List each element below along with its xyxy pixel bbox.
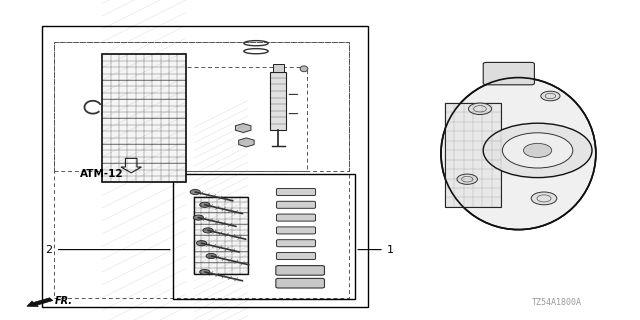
FancyBboxPatch shape	[276, 227, 316, 234]
Circle shape	[502, 133, 573, 168]
FancyArrow shape	[121, 158, 141, 173]
Text: FR.: FR.	[54, 296, 72, 306]
FancyBboxPatch shape	[276, 201, 316, 208]
Circle shape	[200, 202, 210, 207]
Circle shape	[531, 192, 557, 205]
Circle shape	[457, 174, 477, 184]
Circle shape	[196, 241, 207, 246]
Bar	[445, 103, 501, 207]
FancyBboxPatch shape	[276, 188, 316, 196]
Circle shape	[524, 143, 552, 157]
Bar	[54, 42, 349, 171]
Bar	[173, 174, 355, 299]
Bar	[193, 197, 248, 274]
Bar	[102, 54, 186, 182]
FancyBboxPatch shape	[276, 266, 324, 275]
Bar	[270, 72, 287, 130]
Ellipse shape	[441, 77, 596, 230]
Circle shape	[193, 215, 204, 220]
Circle shape	[200, 269, 210, 275]
Circle shape	[203, 228, 213, 233]
Text: TZ54A1800A: TZ54A1800A	[532, 298, 582, 307]
Text: 2: 2	[45, 244, 52, 255]
FancyBboxPatch shape	[276, 252, 316, 260]
Ellipse shape	[300, 66, 308, 72]
Bar	[173, 67, 307, 171]
Bar	[54, 42, 349, 298]
Text: ATM-12: ATM-12	[80, 169, 124, 179]
Circle shape	[483, 123, 592, 178]
Circle shape	[541, 91, 560, 101]
Circle shape	[190, 189, 200, 195]
FancyBboxPatch shape	[483, 62, 534, 85]
Text: 1: 1	[387, 244, 394, 255]
FancyBboxPatch shape	[276, 240, 316, 247]
FancyArrow shape	[27, 298, 53, 307]
Circle shape	[206, 253, 216, 259]
Bar	[42, 26, 368, 307]
Bar	[193, 197, 248, 274]
Bar	[102, 54, 186, 182]
Bar	[273, 64, 284, 72]
FancyBboxPatch shape	[276, 214, 316, 221]
Circle shape	[468, 103, 492, 115]
FancyBboxPatch shape	[276, 278, 324, 288]
